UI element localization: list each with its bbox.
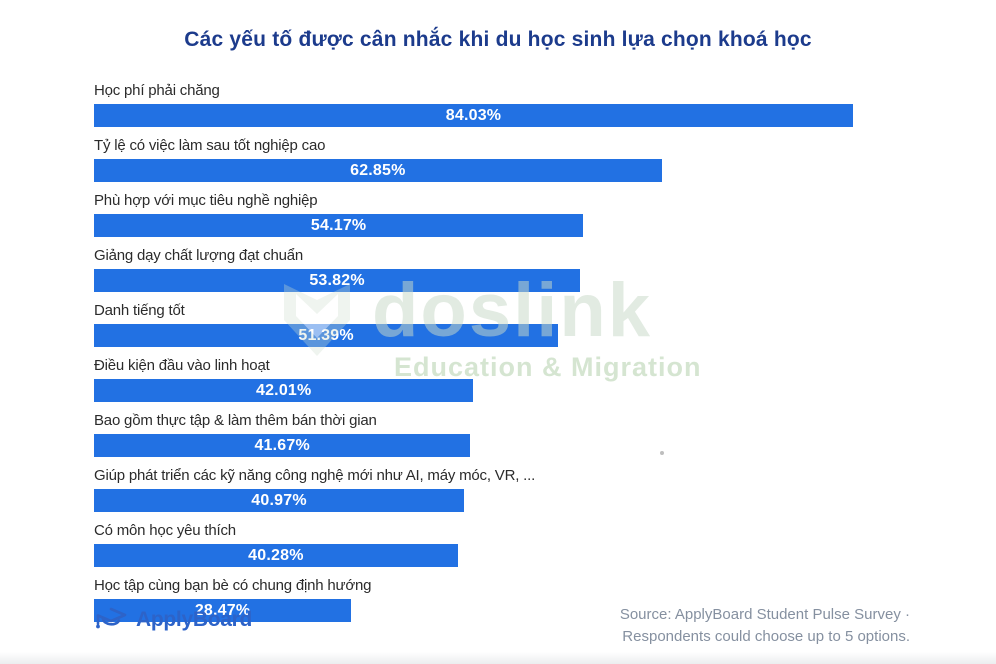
bar: 28.47% xyxy=(94,599,352,622)
bar-category-label: Danh tiếng tốt xyxy=(94,302,185,319)
bar-track: 84.03% xyxy=(94,104,934,127)
bar-row: Tỷ lệ có việc làm sau tốt nghiệp cao 62.… xyxy=(94,137,934,182)
bar-category-label: Điều kiện đầu vào linh hoạt xyxy=(94,357,270,374)
bar-category-label: Có môn học yêu thích xyxy=(94,522,236,539)
bar-value-label: 84.03% xyxy=(445,106,502,124)
bar-value-label: 62.85% xyxy=(350,161,406,179)
source-note: Source: ApplyBoard Student Pulse Survey … xyxy=(620,604,910,648)
bar-track: 40.28% xyxy=(94,544,934,567)
source-line-2: Respondents could choose up to 5 options… xyxy=(622,628,910,645)
dust-speck xyxy=(660,451,664,455)
bar-row: Học phí phải chăng 84.03% xyxy=(94,82,934,127)
bar-row: Giúp phát triển các kỹ năng công nghệ mớ… xyxy=(94,467,934,512)
bar: 41.67% xyxy=(94,434,471,457)
bar-chart: Học phí phải chăng 84.03% Tỷ lệ có việc … xyxy=(94,82,934,632)
applyboard-brand-name: ApplyBoard xyxy=(136,608,253,631)
bar-value-label: 28.47% xyxy=(194,601,251,619)
bar: 40.28% xyxy=(94,544,458,567)
bar-row: Có môn học yêu thích 40.28% xyxy=(94,522,934,567)
bar: 54.17% xyxy=(94,214,584,237)
bar-category-label: Phù hợp với mục tiêu nghề nghiệp xyxy=(94,192,318,209)
chart-title: Các yếu tố được cân nhắc khi du học sinh… xyxy=(184,28,812,51)
bar: 51.39% xyxy=(94,324,559,347)
bar-track: 42.01% xyxy=(94,379,934,402)
bar-value-label: 40.97% xyxy=(251,491,307,509)
bar: 42.01% xyxy=(94,379,474,402)
bar-row: Phù hợp với mục tiêu nghề nghiệp 54.17% xyxy=(94,192,934,237)
bar-track: 51.39% xyxy=(94,324,934,347)
bar-value-label: 41.67% xyxy=(254,436,310,454)
bar-category-label: Giúp phát triển các kỹ năng công nghệ mớ… xyxy=(94,467,536,484)
source-line-1: Source: ApplyBoard Student Pulse Survey … xyxy=(619,606,910,623)
bar-row: Bao gồm thực tập & làm thêm bán thời gia… xyxy=(94,412,934,457)
bar-track: 40.97% xyxy=(94,489,934,512)
bar-category-label: Tỷ lệ có việc làm sau tốt nghiệp cao xyxy=(94,137,326,154)
footer: ApplyBoard Source: ApplyBoard Student Pu… xyxy=(94,604,910,648)
bar-track: 62.85% xyxy=(94,159,934,182)
bar-track: 28.47% xyxy=(94,599,934,622)
bar-row: Danh tiếng tốt 51.39% xyxy=(94,302,934,347)
bar-row: Điều kiện đầu vào linh hoạt 42.01% xyxy=(94,357,934,402)
bar-category-label: Giảng dạy chất lượng đạt chuẩn xyxy=(94,247,304,264)
bar-track: 41.67% xyxy=(94,434,934,457)
bar-value-label: 54.17% xyxy=(310,216,367,234)
bar-value-label: 51.39% xyxy=(298,326,354,344)
bar-track: 53.82% xyxy=(94,269,934,292)
bar-track: 54.17% xyxy=(94,214,934,237)
bar-value-label: 40.28% xyxy=(248,546,304,564)
bar-category-label: Học phí phải chăng xyxy=(94,82,220,99)
applyboard-graduation-cap-icon xyxy=(96,607,127,629)
bar-category-label: Học tập cùng bạn bè có chung định hướng xyxy=(94,577,372,594)
applyboard-logo: ApplyBoard xyxy=(94,604,252,636)
bar: 84.03% xyxy=(94,104,853,127)
bar-row: Học tập cùng bạn bè có chung định hướng … xyxy=(94,577,934,622)
bar-category-label: Bao gồm thực tập & làm thêm bán thời gia… xyxy=(94,412,377,429)
bar-value-label: 53.82% xyxy=(309,271,365,289)
bar: 62.85% xyxy=(94,159,662,182)
bar-row: Giảng dạy chất lượng đạt chuẩn 53.82% xyxy=(94,247,934,292)
bar: 53.82% xyxy=(94,269,581,292)
bar-value-label: 42.01% xyxy=(255,381,312,399)
bar: 40.97% xyxy=(94,489,465,512)
